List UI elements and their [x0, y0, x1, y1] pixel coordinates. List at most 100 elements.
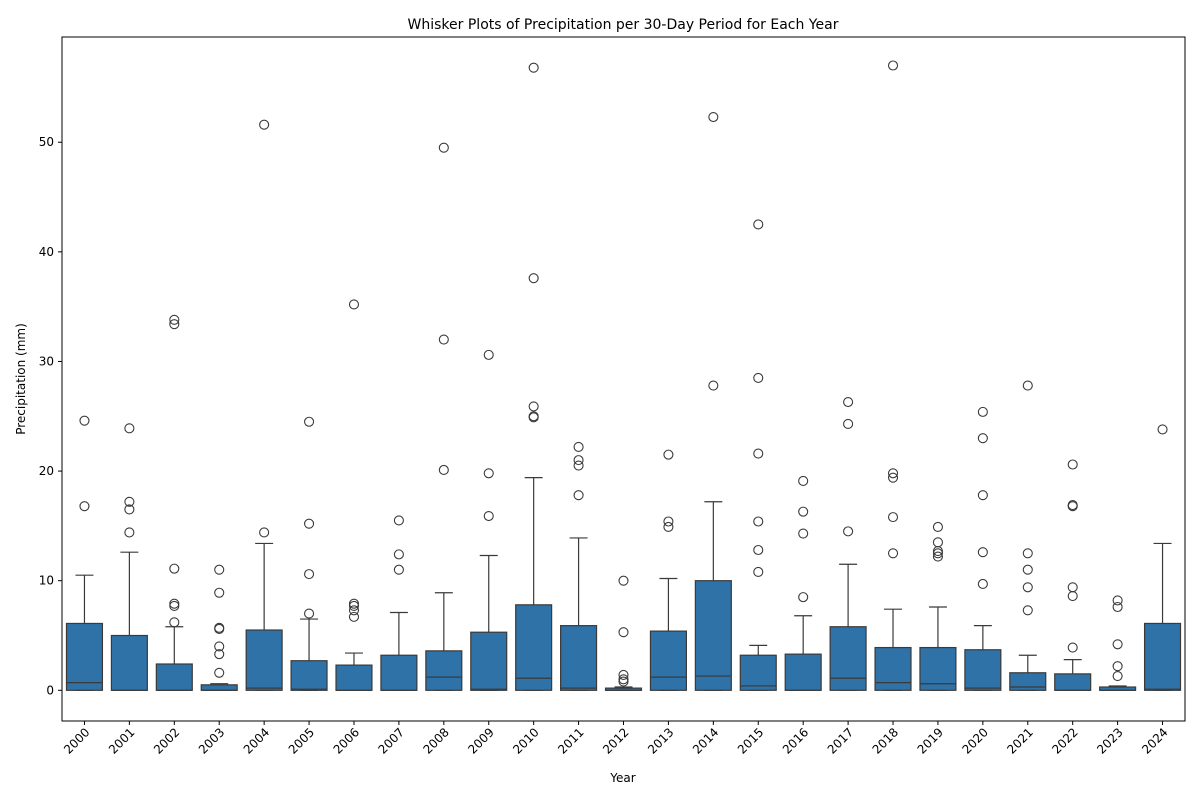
outlier-2019-0	[932, 521, 943, 533]
x-tick-label-2005: 2005	[286, 725, 317, 756]
outlier-2003-6	[214, 667, 225, 678]
outlier-2021-2	[1022, 564, 1033, 575]
outlier-2016-0	[798, 475, 809, 486]
iqr-box-2024	[1143, 622, 1182, 691]
outlier-2008-0	[438, 142, 449, 153]
outlier-2016-2	[798, 528, 809, 539]
x-tick-label-2003: 2003	[196, 725, 227, 756]
outlier-2017-0	[843, 396, 854, 408]
box-2001	[110, 423, 148, 691]
outlier-2012-2	[618, 669, 629, 681]
x-tick-label-2000: 2000	[61, 725, 92, 756]
outlier-2023-0	[1112, 595, 1123, 606]
x-tick-label-2011: 2011	[555, 725, 586, 756]
iqr-box-2009	[470, 631, 508, 691]
y-axis: 0 10 20 30 40 50	[39, 135, 62, 697]
outlier-2002-1	[169, 319, 180, 330]
outlier-2012-4	[618, 676, 629, 687]
x-tick-label-2016: 2016	[780, 725, 811, 756]
y-tick-label-40: 40	[39, 245, 54, 259]
box-2017	[829, 396, 867, 691]
x-tick-label-2015: 2015	[735, 725, 766, 756]
outlier-2003-1	[214, 587, 225, 598]
x-tick-label-2007: 2007	[376, 725, 407, 756]
outlier-2003-0	[214, 564, 225, 575]
iqr-box-2011	[560, 625, 598, 691]
outlier-2001-2	[124, 504, 135, 515]
outlier-2008-2	[438, 464, 449, 476]
outlier-2022-4	[1067, 590, 1078, 602]
iqr-box-2010	[515, 604, 553, 691]
outlier-2014-0	[708, 111, 719, 123]
outlier-2002-5	[169, 617, 180, 628]
x-tick-label-2024: 2024	[1139, 725, 1170, 756]
outlier-2005-1	[304, 518, 315, 529]
box-2023	[1099, 595, 1137, 691]
outlier-2016-1	[798, 506, 809, 517]
outlier-2000-1	[79, 501, 90, 512]
iqr-box-2006	[335, 664, 373, 691]
outlier-2017-2	[843, 526, 854, 537]
outlier-2015-0	[753, 219, 764, 230]
box-2002	[155, 314, 193, 691]
outlier-2005-3	[304, 608, 315, 619]
box-2012	[604, 575, 643, 691]
outlier-2015-3	[753, 516, 764, 527]
outlier-2002-0	[169, 314, 180, 325]
outlier-2009-1	[483, 468, 494, 479]
outlier-2019-4	[932, 551, 943, 562]
outlier-2022-3	[1067, 582, 1078, 593]
x-tick-label-2019: 2019	[915, 725, 946, 756]
box-2009	[470, 349, 508, 691]
outlier-2010-1	[528, 273, 539, 284]
outlier-2020-3	[977, 547, 988, 558]
outlier-2011-2	[573, 460, 584, 471]
outlier-2002-3	[169, 598, 180, 609]
x-tick-label-2002: 2002	[151, 725, 182, 756]
outlier-2004-1	[259, 527, 270, 538]
outlier-2006-2	[348, 600, 360, 611]
outlier-2018-2	[887, 472, 899, 483]
box-2021	[1009, 380, 1047, 691]
outlier-2015-2	[753, 448, 764, 459]
box-2008	[425, 142, 463, 691]
outlier-2018-1	[887, 468, 899, 479]
outlier-2003-5	[214, 649, 225, 660]
y-axis-label: Precipitation (mm)	[14, 323, 28, 435]
outlier-2000-0	[79, 415, 90, 426]
outlier-2022-2	[1067, 501, 1078, 512]
y-tick-label-0: 0	[46, 683, 54, 697]
outlier-2015-4	[753, 544, 764, 556]
outlier-2007-2	[393, 564, 404, 575]
outlier-2021-1	[1022, 548, 1033, 559]
outlier-2009-2	[483, 510, 494, 522]
y-tick-label-30: 30	[39, 354, 54, 368]
outlier-2005-2	[304, 569, 315, 580]
box-2011	[560, 441, 598, 691]
x-tick-label-2008: 2008	[420, 725, 451, 756]
outlier-2006-4	[348, 611, 360, 622]
outlier-2023-4	[1112, 671, 1123, 682]
outlier-2009-0	[483, 349, 494, 360]
chart-title: Whisker Plots of Precipitation per 30-Da…	[408, 17, 839, 33]
iqr-box-2004	[245, 629, 283, 691]
outlier-2018-0	[887, 60, 899, 71]
box-2003	[200, 564, 238, 691]
iqr-box-2014	[694, 580, 732, 691]
x-tick-label-2020: 2020	[959, 725, 990, 756]
outlier-2020-2	[977, 490, 988, 501]
iqr-box-2008	[425, 650, 463, 691]
y-tick-label-50: 50	[39, 135, 54, 149]
box-2019	[919, 521, 957, 691]
iqr-box-2016	[784, 653, 822, 691]
outlier-2013-0	[663, 449, 674, 460]
outlier-2003-4	[214, 641, 225, 652]
x-tick-label-2023: 2023	[1094, 725, 1125, 756]
iqr-box-2005	[290, 660, 328, 691]
y-tick-label-20: 20	[39, 464, 54, 478]
outlier-2010-0	[528, 62, 539, 73]
outlier-2022-0	[1067, 459, 1078, 470]
box-2022	[1054, 459, 1092, 691]
iqr-box-2002	[155, 663, 193, 691]
